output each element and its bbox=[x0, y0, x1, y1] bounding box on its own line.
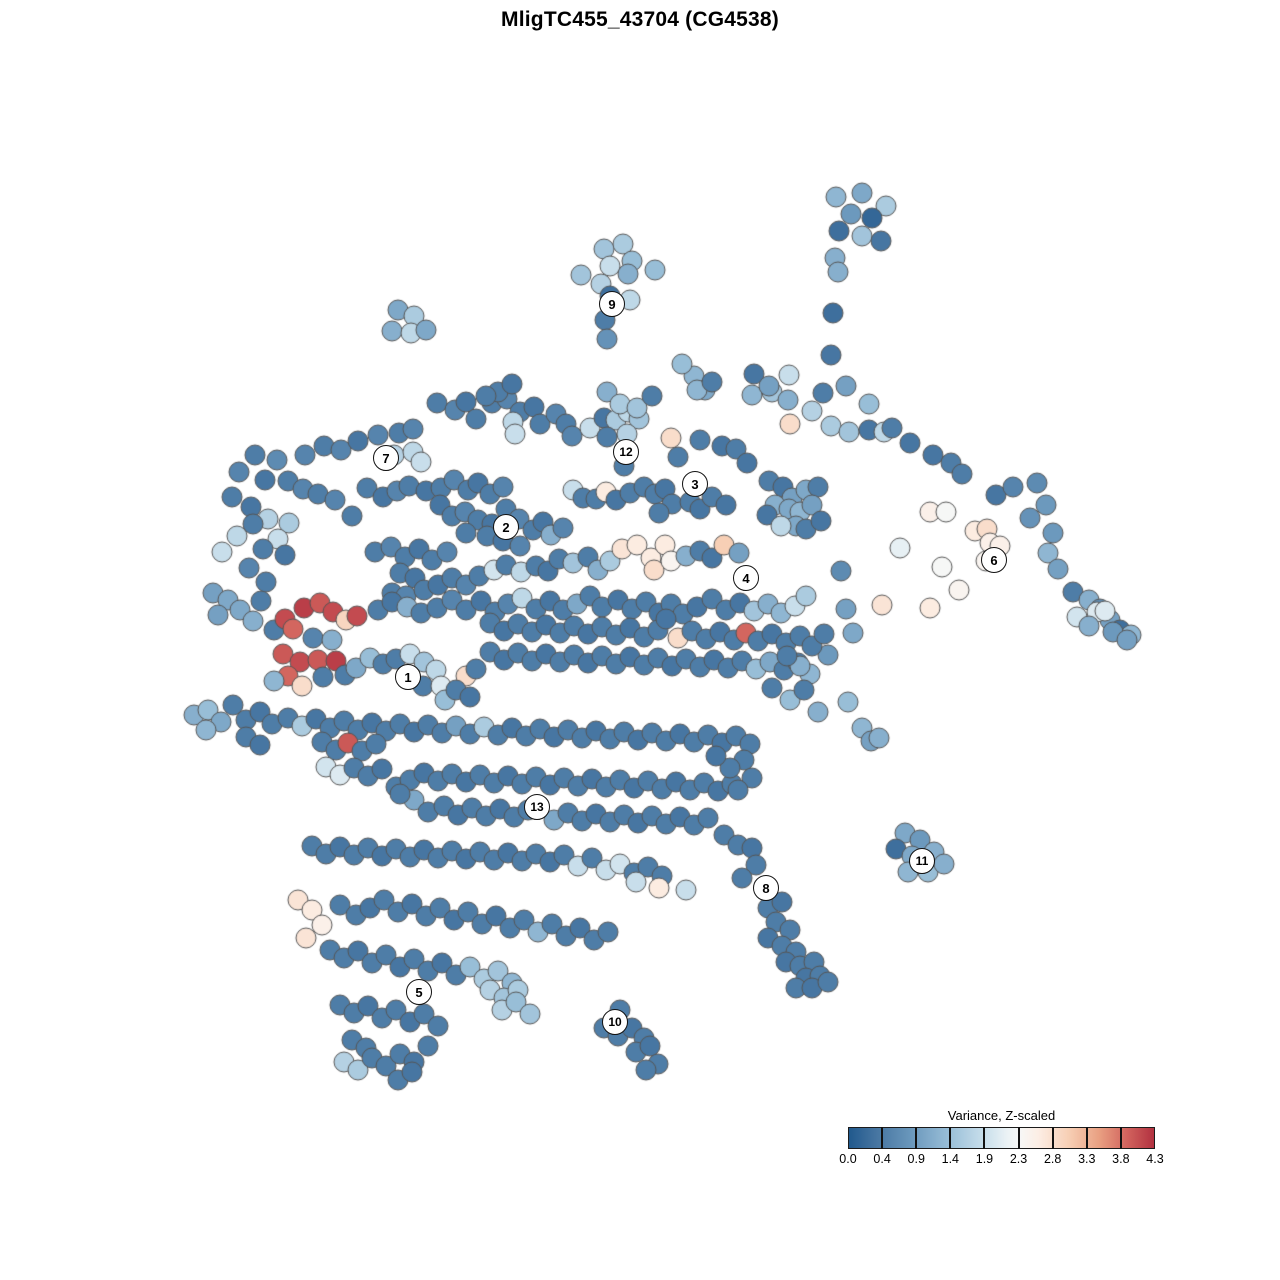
colorbar-tick bbox=[881, 1127, 884, 1149]
cluster-label-3[interactable]: 3 bbox=[682, 471, 708, 497]
cluster-label-4[interactable]: 4 bbox=[733, 565, 759, 591]
colorbar-tick-label-4.3: 4.3 bbox=[1146, 1152, 1164, 1166]
cluster-label-2[interactable]: 2 bbox=[493, 514, 519, 540]
cluster-label-11[interactable]: 11 bbox=[909, 848, 935, 874]
colorbar-tick bbox=[1085, 1127, 1088, 1149]
colorbar-tick-label-1.4: 1.4 bbox=[941, 1152, 960, 1166]
colorbar-tick bbox=[1051, 1127, 1054, 1149]
cluster-label-13[interactable]: 13 bbox=[524, 794, 550, 820]
cluster-label-1[interactable]: 1 bbox=[395, 664, 421, 690]
color-legend: Variance, Z-scaled 0.0 0.4 0.9 1.4 1.9 2.3 2.8… bbox=[839, 1108, 1170, 1170]
colorbar-tick bbox=[915, 1127, 918, 1149]
colorbar-tick-labels: 0.0 0.4 0.9 1.4 1.9 2.3 2.8 3.3 3.8 4.3 bbox=[839, 1152, 1163, 1170]
cluster-label-8[interactable]: 8 bbox=[753, 875, 779, 901]
colorbar-wrap bbox=[848, 1127, 1155, 1149]
cluster-label-5[interactable]: 5 bbox=[406, 979, 432, 1005]
cluster-label-12[interactable]: 12 bbox=[613, 439, 639, 465]
legend-title: Variance, Z-scaled bbox=[947, 1108, 1056, 1123]
colorbar-tick-label-3.3: 3.3 bbox=[1078, 1152, 1096, 1166]
colorbar-tick-label-1.9: 1.9 bbox=[975, 1152, 994, 1166]
cluster-label-10[interactable]: 10 bbox=[602, 1009, 628, 1035]
cluster-label-9[interactable]: 9 bbox=[599, 291, 625, 317]
cluster-label-6[interactable]: 6 bbox=[981, 547, 1007, 573]
colorbar-tick bbox=[1119, 1127, 1122, 1149]
colorbar-tick-label-3.8: 3.8 bbox=[1112, 1152, 1130, 1166]
colorbar-tick-label-0.4: 0.4 bbox=[873, 1152, 891, 1166]
colorbar-tick bbox=[949, 1127, 952, 1149]
colorbar-gradient bbox=[848, 1127, 1155, 1149]
cluster-label-7[interactable]: 7 bbox=[373, 445, 399, 471]
colorbar-tick bbox=[983, 1127, 986, 1149]
colorbar-tick-label-0.0: 0.0 bbox=[839, 1152, 857, 1166]
colorbar-tick bbox=[1017, 1127, 1020, 1149]
colorbar-tick-label-2.3: 2.3 bbox=[1009, 1152, 1028, 1166]
colorbar-tick-label-0.9: 0.9 bbox=[907, 1152, 925, 1166]
colorbar-tick-label-2.8: 2.8 bbox=[1043, 1152, 1062, 1166]
